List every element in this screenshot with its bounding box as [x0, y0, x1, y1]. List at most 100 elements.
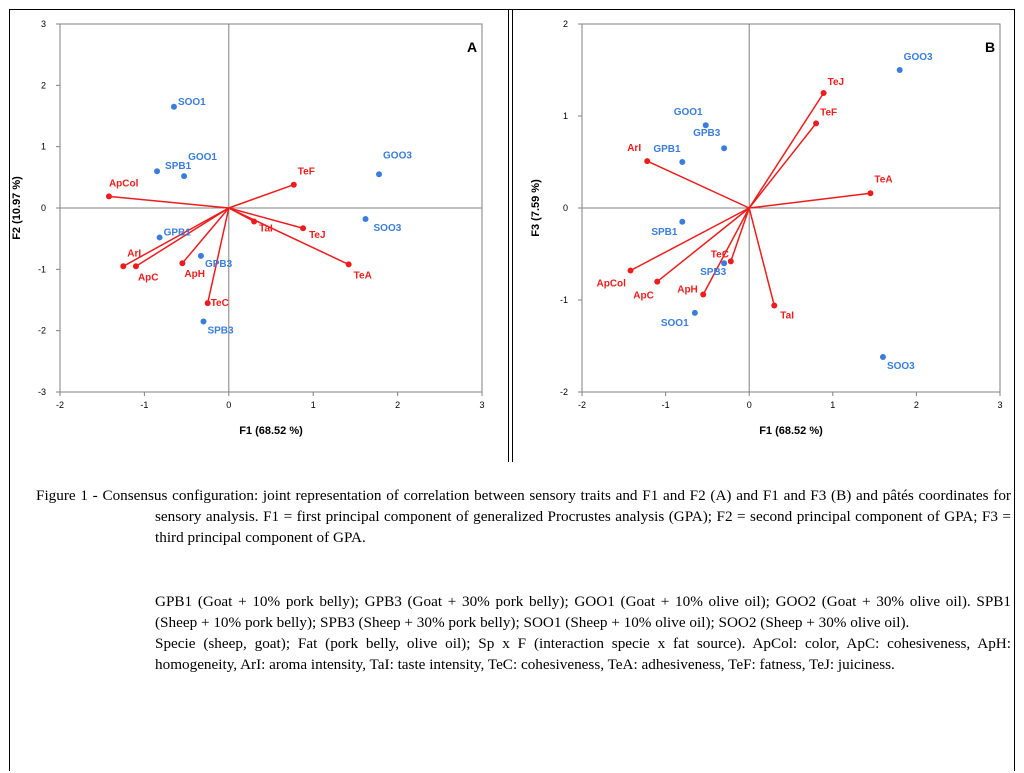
chart-a-pate-point-soo3 [362, 216, 369, 223]
chart-a-trait-point-tef [290, 181, 297, 188]
chart-b-x-axis-title: F1 (68.52 %) [759, 425, 823, 437]
chart-b-vector-tec [730, 207, 750, 262]
chart-a-vector-tef [228, 183, 295, 209]
chart-a-y-tick-label: 3 [41, 19, 46, 29]
chart-b-vector-tea [749, 192, 871, 209]
chart-a-pate-point-goo3 [376, 171, 383, 178]
chart-a-vector-tea [228, 207, 349, 266]
caption-groups-text: GPB1 (Goat + 10% pork belly); GPB3 (Goat… [155, 593, 1011, 631]
chart-a-trait-point-apcol [105, 193, 112, 200]
chart-a-x-tick-label: 3 [479, 400, 484, 410]
chart-a-y-tick-label: -1 [38, 264, 46, 274]
chart-b-point-label-tea: TeA [874, 174, 892, 185]
figure-notes: GPB1 (Goat + 10% pork belly); GPB3 (Goat… [36, 591, 1011, 675]
chart-b-y-axis-title: F3 (7.59 %) [530, 179, 542, 237]
chart-b-pate-point-soo1 [691, 309, 698, 316]
chart-a-x-tick-label: 0 [226, 400, 231, 410]
chart-a-y-tick-label: 2 [41, 80, 46, 90]
chart-b-point-label-gpb3: GPB3 [693, 128, 721, 139]
chart-b-trait-point-ari [644, 158, 651, 165]
chart-b-trait-point-aph [700, 291, 707, 298]
chart-b-trait-point-apc [654, 278, 661, 285]
chart-a-vector-tec [206, 207, 230, 304]
chart-a-y-tick-label: -3 [38, 387, 46, 397]
chart-a-vector-tej [228, 207, 304, 229]
chart-a-svg: -2 -1 0 1 2 3 -3 -2 -1 0 1 2 3 F1 (68.52 %) F2 (10.97 … [11, 19, 485, 437]
chart-b-point-label-apc: ApC [633, 291, 654, 302]
chart-a-point-label-aph: ApH [184, 269, 205, 280]
chart-b-trait-point-apcol [627, 267, 634, 274]
chart-b-point-label-spb1: SPB1 [651, 227, 678, 238]
chart-b-point-label-tec: TeC [711, 249, 729, 260]
chart-b-vector-apcol [630, 207, 750, 272]
chart-a-trait-point-tea [345, 261, 352, 268]
chart-a-y-tick-label: 0 [41, 203, 46, 213]
chart-a-panel-label: A [467, 39, 477, 55]
chart-b-x-tick-label: 0 [747, 400, 752, 410]
chart-b-x-tick-label: 3 [997, 400, 1002, 410]
chart-a-point-label-soo3: SOO3 [374, 223, 402, 234]
chart-b-point-label-gpb1: GPB1 [653, 144, 681, 155]
figure-caption: Figure 1 - Consensus configuration: join… [36, 485, 1011, 548]
chart-a-point-label-gpb3: GPB3 [205, 259, 233, 270]
chart-b-y-tick-label: 2 [563, 19, 568, 29]
chart-a-point-label-goo1: GOO1 [188, 152, 217, 163]
chart-b-x-tick-label: 1 [830, 400, 835, 410]
chart-b-point-label-tef: TeF [820, 107, 837, 118]
chart-a-trait-point-ari [120, 263, 127, 270]
chart-a-x-tick-label: 1 [311, 400, 316, 410]
chart-a-vector-ari [122, 207, 230, 267]
chart-a-point-label-tef: TeF [298, 167, 315, 178]
panel-divider-right [512, 10, 513, 462]
chart-b-svg: -2 -1 0 1 2 3 -2 -1 0 1 2 F1 (68.52 %) F3 (7.59 %) B A… [530, 19, 1003, 437]
chart-a-point-label-gpb1: GPB1 [164, 227, 192, 238]
chart-a-y-tick-label: 1 [41, 142, 46, 152]
chart-b-x-tick-label: -2 [578, 400, 586, 410]
chart-a-point-label-tai: TaI [259, 223, 273, 234]
chart-b-trait-point-tec [727, 258, 734, 265]
chart-a-vector-apcol [108, 195, 229, 209]
chart-a-pate-point-goo1 [181, 173, 188, 180]
chart-a-x-tick-label: 2 [395, 400, 400, 410]
chart-a-trait-point-tec [204, 300, 211, 307]
chart-a-x-axis-title: F1 (68.52 %) [239, 425, 303, 437]
chart-a-pate-point-gpb3 [197, 252, 204, 259]
chart-a-trait-point-aph [179, 260, 186, 267]
chart-a-point-label-soo1: SOO1 [178, 97, 206, 108]
chart-b-y-tick-label: 0 [563, 203, 568, 213]
chart-b-trait-point-tai [771, 302, 778, 309]
caption-abbreviations-text: Specie (sheep, goat); Fat (pork belly, o… [155, 635, 1011, 673]
chart-b-vector-ari [646, 160, 750, 209]
figure-frame [9, 9, 1015, 771]
chart-b-x-tick-label: 2 [914, 400, 919, 410]
chart-a-vector-apc [135, 207, 230, 267]
chart-b-trait-point-tea [867, 190, 874, 197]
chart-b-y-tick-label: -1 [560, 295, 568, 305]
chart-panel-a: -2 -1 0 1 2 3 -3 -2 -1 0 1 2 3 F1 (68.52 %) F2 (10.97 … [10, 10, 505, 462]
chart-a-point-label-tea: TeA [354, 270, 372, 281]
chart-b-vector-apc [656, 207, 750, 283]
chart-a-vector-aph [181, 207, 230, 264]
chart-a-point-label-goo3: GOO3 [383, 150, 412, 161]
caption-main-text: Figure 1 - Consensus configuration: join… [36, 487, 1011, 546]
chart-a-point-label-spb3: SPB3 [207, 325, 234, 336]
chart-b-vector-tai [748, 207, 776, 306]
chart-b-point-label-goo1: GOO1 [674, 107, 703, 118]
chart-a-point-label-apc: ApC [138, 272, 159, 283]
chart-b-point-label-soo3: SOO3 [887, 361, 915, 372]
chart-panel-b: -2 -1 0 1 2 3 -2 -1 0 1 2 F1 (68.52 %) F3 (7.59 %) B A… [517, 10, 1012, 462]
chart-b-vector-aph [702, 207, 750, 295]
chart-a-point-label-tej: TeJ [309, 230, 326, 241]
chart-b-pate-point-spb3 [721, 260, 728, 267]
chart-a-pate-point-soo1 [170, 103, 177, 110]
chart-b-trait-point-tej [820, 90, 827, 96]
chart-b-point-label-spb3: SPB3 [700, 267, 727, 278]
chart-b-pate-point-goo1 [702, 122, 709, 129]
chart-a-point-label-tec: TeC [211, 298, 229, 309]
chart-b-y-tick-label: -2 [560, 387, 568, 397]
chart-a-point-label-apcol: ApCol [109, 178, 139, 189]
chart-a-trait-point-apc [132, 263, 139, 270]
chart-a-y-axis-title: F2 (10.97 %) [11, 176, 23, 240]
chart-a-x-tick-label: -1 [140, 400, 148, 410]
chart-b-point-label-aph: ApH [677, 284, 698, 295]
